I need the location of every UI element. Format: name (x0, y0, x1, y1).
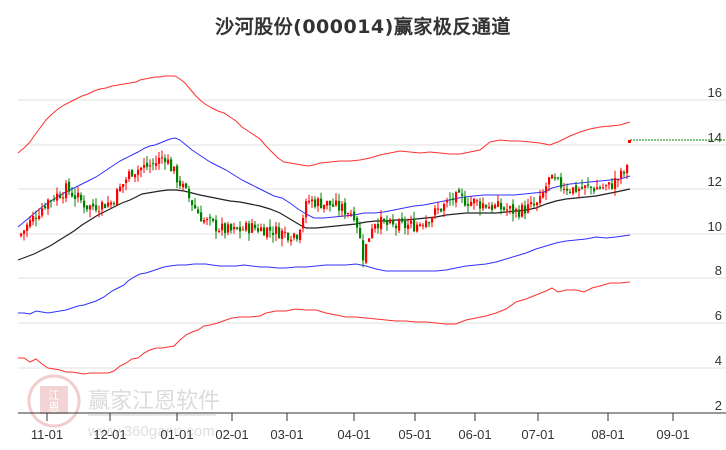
grid (18, 99, 726, 369)
x-tick-07-01: 07-01 (521, 427, 554, 442)
candlesticks (20, 150, 629, 268)
y-tick-10: 10 (708, 219, 722, 234)
y-axis: 16 14 12 10 8 6 4 2 (708, 85, 722, 413)
y-tick-2: 2 (715, 398, 722, 413)
x-axis: 11-01 12-01 01-01 02-01 03-01 04-01 05-0… (18, 412, 726, 442)
x-tick-11-01: 11-01 (31, 427, 63, 442)
target-marker (628, 140, 631, 143)
x-tick-08-01: 08-01 (591, 427, 624, 442)
chart-title: 沙河股份(000014)赢家极反通道 (215, 16, 511, 38)
y-tick-8: 8 (715, 263, 722, 278)
x-tick-09-01: 09-01 (656, 427, 689, 442)
x-tick-01-01: 01-01 (160, 427, 193, 442)
upper-outer-band (17, 75, 631, 167)
x-tick-03-01: 03-01 (270, 427, 303, 442)
y-tick-4: 4 (715, 353, 722, 368)
upper-inner-band (17, 137, 631, 228)
lower-outer-band (18, 281, 631, 375)
watermark-seal-2: 恩 (49, 401, 60, 414)
x-tick-12-01: 12-01 (93, 427, 126, 442)
x-tick-06-01: 06-01 (458, 427, 491, 442)
y-tick-12: 12 (708, 174, 722, 189)
y-tick-16: 16 (708, 85, 722, 100)
x-tick-05-01: 05-01 (398, 427, 431, 442)
watermark-seal-1: 江 (49, 389, 60, 402)
y-tick-6: 6 (715, 308, 722, 323)
x-tick-02-01: 02-01 (215, 427, 248, 442)
x-tick-04-01: 04-01 (337, 427, 370, 442)
middle-line (17, 188, 631, 261)
watermark: 江 恩 赢家江恩软件 www.360gann.com (27, 374, 220, 440)
watermark-url: www.360gann.com (87, 423, 215, 440)
watermark-brand: 赢家江恩软件 (88, 389, 220, 414)
lower-inner-band (18, 234, 631, 315)
y-tick-14: 14 (708, 130, 722, 145)
